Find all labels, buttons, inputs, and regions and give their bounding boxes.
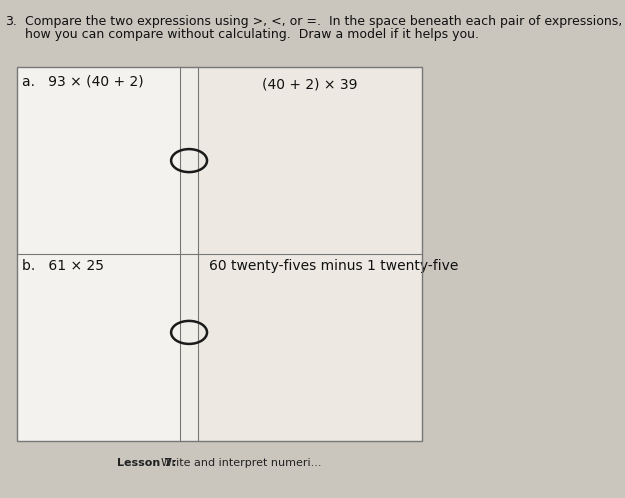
Text: b.   61 × 25: b. 61 × 25	[22, 259, 104, 273]
Bar	[198, 67, 422, 441]
Text: 60 twenty-fives minus 1 twenty-five: 60 twenty-fives minus 1 twenty-five	[209, 259, 458, 273]
Text: a.   93 × (40 + 2): a. 93 × (40 + 2)	[22, 75, 143, 89]
Text: 3.: 3.	[5, 15, 17, 28]
Text: Compare the two expressions using >, <, or =.  In the space beneath each pair of: Compare the two expressions using >, <, …	[25, 15, 625, 28]
Text: Lesson 7:: Lesson 7:	[118, 458, 177, 468]
Bar	[18, 67, 181, 441]
Text: Write and interpret numeri...: Write and interpret numeri...	[161, 458, 321, 468]
Text: (40 + 2) × 39: (40 + 2) × 39	[262, 77, 358, 91]
Text: how you can compare without calculating.  Draw a model if it helps you.: how you can compare without calculating.…	[25, 28, 479, 41]
Bar	[18, 67, 422, 441]
Bar	[181, 67, 198, 441]
